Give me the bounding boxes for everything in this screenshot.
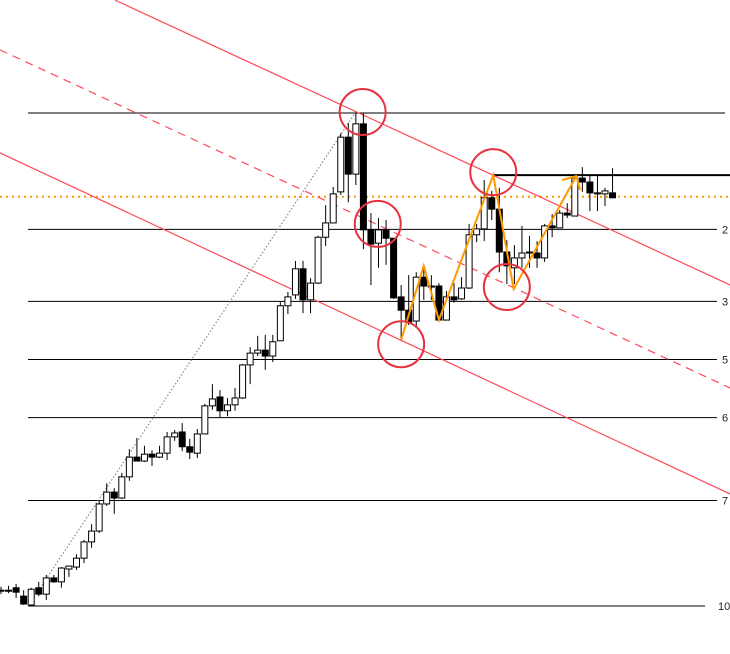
bull-candle bbox=[329, 193, 337, 224]
pivot-circle bbox=[469, 148, 518, 197]
bull-candle bbox=[473, 228, 481, 236]
trend-line bbox=[27, 112, 356, 607]
bull-candle bbox=[65, 565, 73, 570]
bull-candle bbox=[246, 352, 254, 366]
fib-level-label: 5 bbox=[722, 355, 728, 367]
bear-candle bbox=[110, 491, 118, 499]
bull-candle bbox=[57, 567, 65, 583]
bull-candle bbox=[276, 305, 284, 342]
bear-candle bbox=[148, 453, 156, 458]
bear-candle bbox=[186, 446, 194, 453]
bull-candle bbox=[307, 282, 315, 301]
bull-candle bbox=[352, 123, 360, 175]
bear-candle bbox=[390, 237, 398, 299]
bull-candle bbox=[125, 456, 133, 478]
bull-candle bbox=[510, 257, 518, 269]
bull-candle bbox=[465, 234, 473, 289]
fib-level-label: 3 bbox=[722, 296, 728, 308]
annotations bbox=[338, 88, 582, 369]
pivot-circle bbox=[353, 199, 402, 248]
bull-candle bbox=[103, 491, 111, 505]
bull-candle bbox=[337, 136, 345, 193]
bull-candle bbox=[458, 287, 466, 300]
bear-candle bbox=[50, 577, 58, 583]
bear-candle bbox=[488, 197, 496, 210]
zigzag-line bbox=[400, 171, 578, 341]
bear-candle bbox=[533, 252, 541, 259]
bull-candle bbox=[601, 190, 609, 195]
bull-candle bbox=[291, 268, 299, 296]
bear-candle bbox=[586, 181, 594, 194]
bear-candle bbox=[367, 229, 375, 245]
bull-candle bbox=[95, 503, 103, 532]
bear-candle bbox=[344, 136, 352, 175]
bull-candle bbox=[254, 349, 262, 354]
channel-line bbox=[0, 152, 730, 495]
bull-candle bbox=[427, 285, 435, 288]
bull-candle bbox=[556, 212, 564, 229]
bear-candle bbox=[450, 296, 458, 301]
bull-candle bbox=[526, 251, 533, 254]
fib-level-label: 2 bbox=[722, 224, 728, 236]
bull-candle bbox=[201, 405, 209, 435]
bull-candle bbox=[231, 397, 239, 406]
bull-candle bbox=[42, 577, 50, 595]
bull-candle bbox=[0, 589, 5, 592]
bull-candle bbox=[322, 222, 330, 238]
bull-candle bbox=[224, 404, 231, 412]
bear-candle bbox=[420, 276, 428, 287]
bull-candle bbox=[163, 436, 171, 454]
bull-candle bbox=[140, 453, 148, 462]
bull-candle bbox=[80, 541, 88, 559]
fib-level-label: 6 bbox=[722, 413, 728, 425]
bear-candle bbox=[133, 456, 141, 462]
channel-line bbox=[114, 0, 730, 286]
bear-candle bbox=[35, 587, 43, 595]
pivot-circle bbox=[338, 88, 387, 137]
fib-level-label: 7 bbox=[722, 495, 728, 507]
bull-candle bbox=[27, 588, 35, 606]
bear-candle bbox=[359, 123, 367, 231]
bull-candle bbox=[269, 341, 277, 357]
bull-candle bbox=[118, 476, 126, 499]
bear-candle bbox=[261, 349, 269, 357]
bear-candle bbox=[178, 431, 186, 448]
bull-candle bbox=[518, 252, 526, 259]
bear-candle bbox=[593, 192, 601, 195]
bear-candle bbox=[382, 229, 390, 239]
bear-candle bbox=[578, 177, 586, 183]
bear-candle bbox=[216, 396, 224, 412]
bear-candle bbox=[397, 296, 405, 311]
zigzag-arrowhead bbox=[561, 174, 582, 191]
pivot-circle bbox=[482, 263, 531, 312]
bear-candle bbox=[548, 225, 556, 229]
bull-candle bbox=[5, 589, 13, 592]
candles bbox=[0, 113, 617, 606]
bull-candle bbox=[171, 432, 179, 438]
bull-candle bbox=[541, 225, 549, 259]
bull-candle bbox=[73, 557, 80, 568]
drawn-lines bbox=[0, 0, 730, 607]
bull-candle bbox=[375, 229, 382, 244]
pivot-circle bbox=[377, 320, 426, 369]
bull-candle bbox=[314, 236, 322, 284]
bull-candle bbox=[193, 433, 201, 454]
fib-level-label: 10 bbox=[718, 601, 730, 613]
bear-candle bbox=[563, 212, 571, 216]
bear-candle bbox=[12, 587, 20, 593]
bull-candle bbox=[284, 296, 292, 307]
bull-candle bbox=[239, 364, 247, 399]
bull-candle bbox=[208, 398, 216, 407]
bear-candle bbox=[299, 268, 307, 301]
bear-candle bbox=[609, 192, 617, 199]
bull-candle bbox=[88, 530, 96, 543]
fibonacci-levels: 2 3 5 6 7 10 bbox=[28, 112, 730, 613]
bull-candle bbox=[156, 452, 164, 458]
bear-candle bbox=[20, 595, 28, 605]
